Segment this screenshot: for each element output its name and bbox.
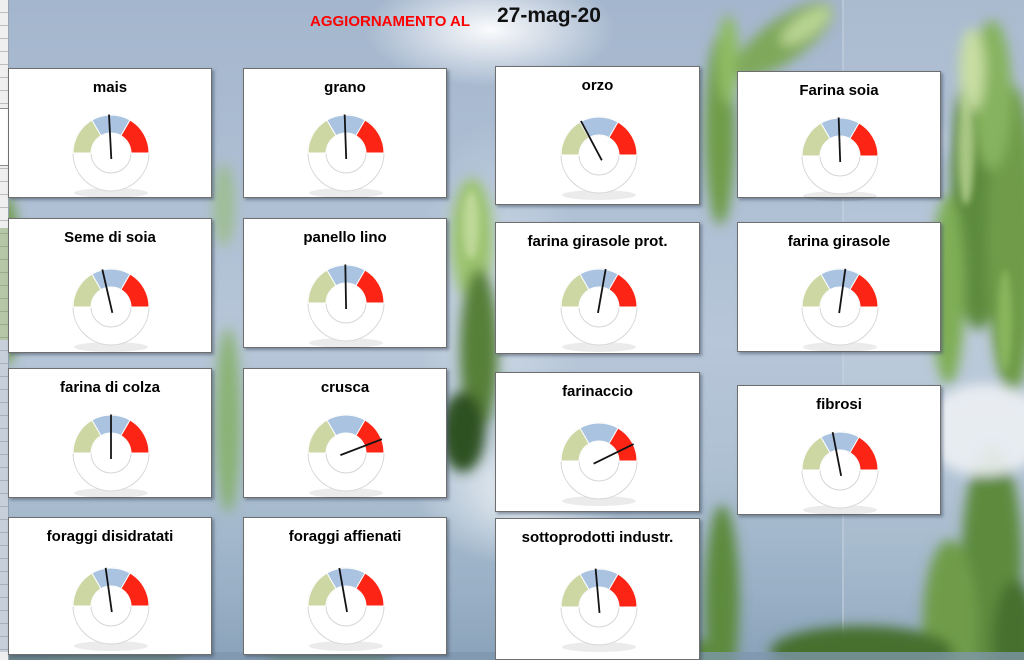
gauge-title: panello lino <box>303 229 387 246</box>
cropped-tile-sliver <box>0 108 8 166</box>
gauge-zone-red <box>120 572 150 607</box>
gauge-chart <box>307 114 385 198</box>
gauge-zone-red <box>120 419 150 454</box>
sheet-row-strip-green-tint <box>0 228 9 340</box>
gauge-chart <box>307 567 385 651</box>
update-label: AGGIORNAMENTO AL <box>310 13 470 30</box>
gauge-needle <box>338 567 348 613</box>
gauge-needle <box>579 120 603 161</box>
gauge-chart <box>72 414 150 498</box>
gauge-shadow <box>561 642 636 652</box>
gauge-chart <box>307 414 385 498</box>
gauge-needle <box>101 269 114 314</box>
gauge-shadow <box>309 641 383 651</box>
gauge-chart <box>559 422 638 506</box>
sheet-row-strip-blue-tint <box>0 340 9 652</box>
gauge-shadow <box>561 190 636 200</box>
gauge-title: mais <box>92 79 128 96</box>
gauge-title: Seme di soia <box>64 229 156 246</box>
gauge-zone-red <box>607 573 638 608</box>
gauge-chart <box>72 567 150 651</box>
gauge-chart <box>72 114 150 198</box>
gauge-zone-red <box>849 273 879 308</box>
gauge-zone-red <box>355 269 385 304</box>
gauge-zone-red <box>355 119 385 154</box>
gauge-zone-red <box>355 572 385 607</box>
gauge-tile-farina-soia[interactable]: Farina soia <box>737 71 941 201</box>
gauge-chart <box>559 268 638 352</box>
gauge-zone-red <box>120 273 150 308</box>
gauge-zone-red <box>120 119 150 154</box>
gauge-shadow <box>561 342 636 352</box>
gauge-chart <box>801 117 879 201</box>
gauge-tile-crusca[interactable]: crusca <box>243 368 447 498</box>
gauge-title: farina girasole <box>787 233 891 250</box>
gauge-chart <box>72 268 150 352</box>
gauge-tile-foraggi-disidratati[interactable]: foraggi disidratati <box>8 517 212 655</box>
gauge-title: sottoprodotti industr. <box>521 529 674 546</box>
gauge-needle <box>594 568 600 614</box>
gauge-zone-red <box>607 121 638 156</box>
gauge-shadow <box>74 188 148 198</box>
gauge-tile-seme-di-soia[interactable]: Seme di soia <box>8 218 212 353</box>
gauge-zone-red <box>607 273 638 308</box>
gauge-tile-foraggi-affienati[interactable]: foraggi affienati <box>243 517 447 655</box>
gauge-chart <box>801 268 879 352</box>
gauge-shadow <box>309 338 383 348</box>
gauge-shadow <box>803 342 877 352</box>
gauge-tile-farina-girasole[interactable]: farina girasole <box>737 222 941 352</box>
gauge-title: farinaccio <box>562 383 633 400</box>
gauge-tile-farinaccio[interactable]: farinaccio <box>495 372 700 512</box>
gauge-tile-mais[interactable]: mais <box>8 68 212 198</box>
gauge-zone-red <box>849 436 879 471</box>
gauge-shadow <box>803 505 877 515</box>
gauge-chart <box>559 568 638 652</box>
gauge-tile-grano[interactable]: grano <box>243 68 447 198</box>
gauge-title: farina girasole prot. <box>527 233 668 250</box>
gauge-tile-farina-di-colza[interactable]: farina di colza <box>8 368 212 498</box>
gauge-tile-orzo[interactable]: orzo <box>495 66 700 205</box>
gauge-title: foraggi disidratati <box>46 528 174 545</box>
gauge-shadow <box>803 191 877 201</box>
gauge-chart <box>801 431 879 515</box>
gauge-zone-red <box>849 122 879 157</box>
gauge-needle <box>344 264 347 310</box>
gauge-title: grano <box>324 79 366 96</box>
gauge-title: foraggi affienati <box>288 528 402 545</box>
gauge-shadow <box>561 496 636 506</box>
gauge-title: orzo <box>581 77 614 94</box>
gauge-shadow <box>74 488 148 498</box>
gauge-title: farina di colza <box>59 379 161 396</box>
gauge-title: crusca <box>320 379 370 396</box>
gauge-needle <box>108 114 113 160</box>
gauge-shadow <box>74 342 148 352</box>
gauge-shadow <box>74 641 148 651</box>
gauge-needle <box>596 268 607 314</box>
gauge-shadow <box>309 188 383 198</box>
gauge-chart <box>559 116 638 200</box>
gauge-zone-red <box>355 419 385 454</box>
gauge-shadow <box>309 488 383 498</box>
gauge-needle <box>837 117 842 163</box>
gauge-chart <box>307 264 385 348</box>
gauge-needle <box>340 438 383 456</box>
update-date: 27-mag-20 <box>497 4 601 27</box>
gauge-tile-farina-girasole-prot[interactable]: farina girasole prot. <box>495 222 700 354</box>
gauge-tile-fibrosi[interactable]: fibrosi <box>737 385 941 515</box>
gauge-zone-red <box>607 427 638 462</box>
gauge-needle <box>104 567 113 613</box>
gauge-needle <box>343 114 348 160</box>
gauge-needle <box>838 268 847 314</box>
gauge-tile-sottoprodotti-industr[interactable]: sottoprodotti industr. <box>495 518 700 660</box>
gauge-title: fibrosi <box>816 396 862 413</box>
gauge-needle <box>592 443 634 465</box>
gauge-needle <box>831 432 843 477</box>
gauge-tile-panello-lino[interactable]: panello lino <box>243 218 447 348</box>
gauge-title: Farina soia <box>799 82 879 99</box>
